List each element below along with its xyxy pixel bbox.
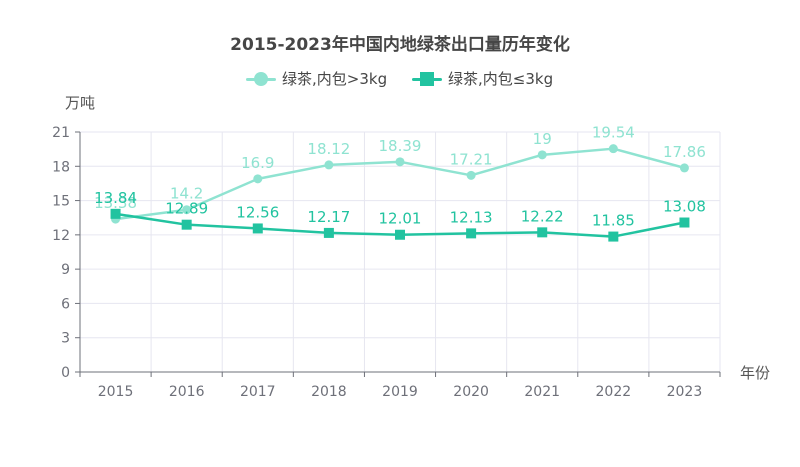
x-tick-label: 2023 (667, 384, 703, 400)
series-1-point (537, 150, 547, 160)
x-tick-label: 2018 (311, 384, 347, 400)
series-1-data-label: 14.2 (170, 185, 203, 203)
axis-layer: 0 3 6 9 12 15 18 21 2015 2016 2017 2018 2019 2020 2021… (52, 125, 721, 400)
y-tick-label: 12 (52, 228, 70, 244)
x-axis-title: 年份 (740, 364, 770, 382)
legend-square-marker-icon (412, 71, 442, 86)
series-2-data-label: 12.13 (450, 208, 493, 226)
legend-label-series-1: 绿茶,内包>3kg (282, 70, 388, 88)
y-tick-label: 6 (61, 296, 70, 312)
legend-item-series-1[interactable]: 绿茶,内包>3kg (246, 68, 387, 89)
series-1-data-label: 16.9 (241, 154, 274, 172)
x-tick-label: 2017 (240, 384, 276, 400)
y-tick-label: 3 (61, 331, 70, 347)
series-2-point (181, 219, 192, 230)
x-tick-label: 2015 (98, 384, 134, 400)
series-2-point (395, 229, 405, 240)
series-2-data-label: 13.08 (663, 198, 706, 216)
label-layer: 13.38 14.2 16.9 18.12 18.39 17.21 19 19.54 17.86… (94, 124, 706, 230)
y-tick-label: 18 (52, 159, 70, 175)
legend-item-series-2[interactable]: 绿茶,内包≤3kg (412, 68, 553, 89)
series-2-point (323, 227, 334, 238)
series-2-data-label: 12.22 (521, 207, 564, 225)
x-tick-label: 2019 (382, 384, 418, 400)
series-1-point (182, 205, 192, 215)
series-1-data-label: 19.54 (592, 124, 635, 142)
series-1-data-label: 17.21 (450, 150, 493, 168)
y-tick-label: 9 (61, 262, 70, 278)
series-2-data-label: 12.01 (379, 210, 422, 228)
series-1-point (324, 160, 334, 170)
grid-layer (80, 131, 721, 372)
series-1-data-label: 18.39 (379, 137, 422, 155)
series-2-data-label: 12.56 (236, 203, 279, 221)
x-tick-label: 2022 (596, 384, 632, 400)
x-tick-label: 2016 (169, 384, 205, 400)
y-axis-title: 万吨 (65, 94, 95, 112)
legend-label-series-2: 绿茶,内包≤3kg (448, 70, 554, 88)
series-2-point (679, 217, 690, 228)
x-tick-label: 2021 (524, 384, 560, 400)
series-1-point (466, 170, 476, 180)
series-2-point (608, 231, 619, 242)
y-tick-label: 21 (52, 125, 70, 141)
series-2-data-label: 12.89 (165, 200, 208, 218)
x-tick-label: 2020 (453, 384, 489, 400)
series-2-data-label: 12.17 (307, 208, 350, 226)
series-1-data-label: 13.38 (94, 194, 137, 212)
series-2-data-label: 11.85 (592, 212, 635, 230)
series-1-point (608, 144, 618, 154)
series-1-data-label: 17.86 (663, 143, 706, 161)
series-1-point (395, 157, 405, 167)
series-layer (110, 144, 690, 242)
series-2-point (110, 208, 121, 219)
series-1-data-label: 19 (533, 130, 552, 148)
y-tick-label: 0 (61, 365, 70, 381)
series-2-point (466, 228, 477, 239)
y-tick-label: 15 (52, 194, 70, 210)
series-1-point (679, 163, 689, 173)
legend-circle-marker-icon (246, 71, 276, 86)
series-2-point (537, 227, 548, 238)
series-1-point (253, 174, 263, 184)
series-1-data-label: 18.12 (307, 140, 350, 158)
series-2-point (252, 223, 263, 234)
series-2-data-label: 13.84 (94, 189, 137, 207)
chart-title: 2015-2023年中国内地绿茶出口量历年变化 (230, 35, 570, 55)
